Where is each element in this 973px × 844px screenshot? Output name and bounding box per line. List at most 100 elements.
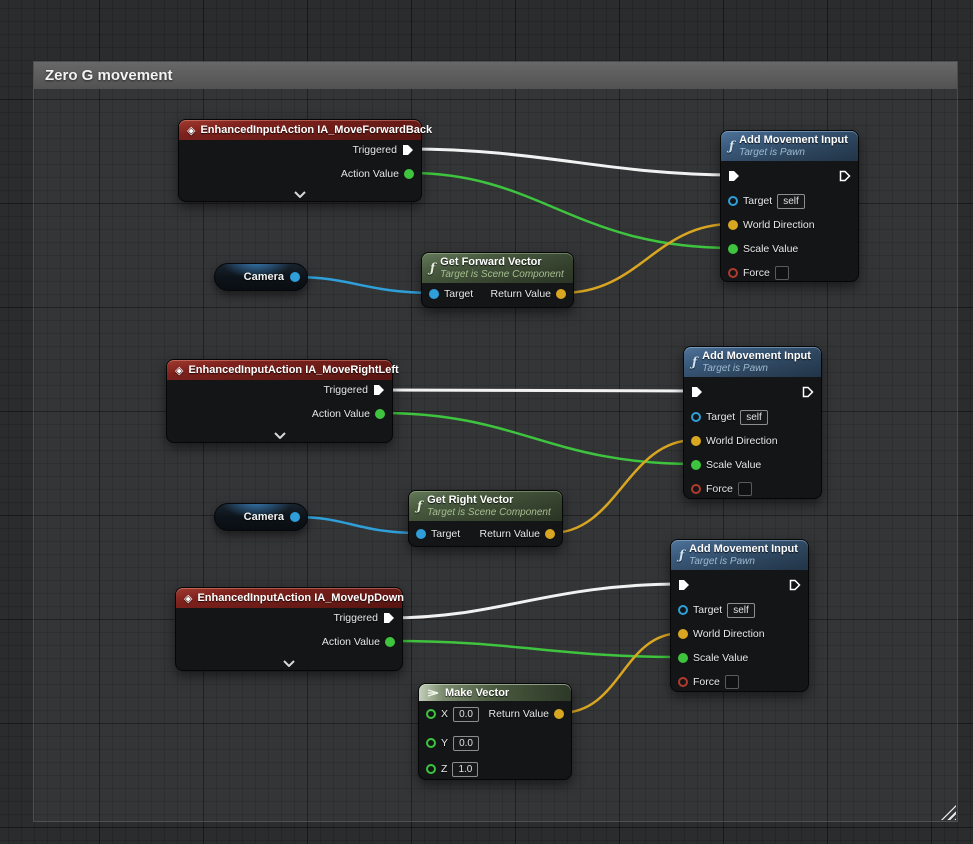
action-value-pin[interactable] xyxy=(404,169,414,179)
z-input-pin[interactable] xyxy=(426,764,436,774)
node-title: Add Movement Input xyxy=(739,133,848,146)
force-checkbox[interactable] xyxy=(724,675,739,689)
pin-label-scale-value: Scale Value xyxy=(743,243,799,255)
target-pin[interactable] xyxy=(691,412,701,422)
node-add-movement-input-1[interactable]: ƒ Add Movement Input Target is Pawn Targ… xyxy=(720,130,859,282)
node-add-movement-input-3[interactable]: ƒ Add Movement Input Target is Pawn Targ… xyxy=(670,539,809,692)
target-pin[interactable] xyxy=(416,529,426,539)
camera-output-pin[interactable] xyxy=(290,272,300,282)
input-event-icon: ◈ xyxy=(175,364,184,377)
function-icon: ƒ xyxy=(729,138,735,153)
scale-value-pin[interactable] xyxy=(691,460,701,470)
pin-label-triggered: Triggered xyxy=(323,384,368,396)
pin-label-target: Target xyxy=(693,604,723,616)
pin-label-return-value: Return Value xyxy=(490,288,551,300)
target-self-field[interactable]: self xyxy=(777,193,805,209)
comment-resize-handle[interactable] xyxy=(941,805,956,820)
force-checkbox[interactable] xyxy=(737,482,752,496)
node-input-action-moveforwardback[interactable]: ◈ EnhancedInputAction IA_MoveForwardBack… xyxy=(178,119,432,202)
node-input-action-moveupdown[interactable]: ◈ EnhancedInputAction IA_MoveUpDown Trig… xyxy=(175,587,404,671)
target-self-field[interactable]: self xyxy=(727,602,755,618)
pin-label-scale-value: Scale Value xyxy=(706,459,762,471)
exec-input-pin[interactable] xyxy=(728,170,740,182)
node-title: Add Movement Input xyxy=(702,349,811,362)
function-icon: ƒ xyxy=(692,354,698,369)
node-title: Get Forward Vector xyxy=(440,255,542,268)
action-value-pin[interactable] xyxy=(375,409,385,419)
input-event-icon: ◈ xyxy=(187,124,196,137)
node-subtitle: Target is Pawn xyxy=(739,146,805,158)
pin-label-target: Target xyxy=(431,528,461,540)
pin-label-force: Force xyxy=(706,483,733,495)
force-checkbox[interactable] xyxy=(774,266,789,280)
node-header[interactable]: ◈ EnhancedInputAction IA_MoveForwardBack xyxy=(179,120,432,140)
exec-output-pin[interactable] xyxy=(839,170,851,182)
pin-label-triggered: Triggered xyxy=(352,144,397,156)
action-value-pin[interactable] xyxy=(385,637,395,647)
node-add-movement-input-2[interactable]: ƒ Add Movement Input Target is Pawn Targ… xyxy=(683,346,822,499)
node-title: Add Movement Input xyxy=(689,542,798,555)
exec-output-pin[interactable] xyxy=(383,612,395,624)
world-direction-pin[interactable] xyxy=(691,436,701,446)
pin-label-force: Force xyxy=(693,676,720,688)
node-header[interactable]: Make Vector xyxy=(419,684,571,701)
scale-value-pin[interactable] xyxy=(678,653,688,663)
x-value-field[interactable]: 0.0 xyxy=(453,706,480,722)
force-pin[interactable] xyxy=(728,268,738,278)
node-subtitle: Target is Pawn xyxy=(702,362,768,374)
chevron-down-icon[interactable] xyxy=(283,660,295,667)
pin-label-action-value: Action Value xyxy=(340,168,399,180)
node-subtitle: Target is Scene Component xyxy=(440,268,564,280)
force-pin[interactable] xyxy=(691,484,701,494)
function-icon: ƒ xyxy=(679,547,685,562)
x-input-pin[interactable] xyxy=(426,709,436,719)
scale-value-pin[interactable] xyxy=(728,244,738,254)
node-make-vector[interactable]: Make Vector X 0.0 Y 0.0 Z 1.0 Return Val… xyxy=(418,683,572,780)
node-camera-variable-2[interactable]: Camera xyxy=(214,503,308,531)
exec-input-pin[interactable] xyxy=(678,579,690,591)
node-title: EnhancedInputAction IA_MoveForwardBack xyxy=(200,124,433,136)
target-self-field[interactable]: self xyxy=(740,409,768,425)
pin-label-scale-value: Scale Value xyxy=(693,652,749,664)
exec-output-pin[interactable] xyxy=(802,386,814,398)
world-direction-pin[interactable] xyxy=(728,220,738,230)
world-direction-pin[interactable] xyxy=(678,629,688,639)
pin-label-world-direction: World Direction xyxy=(706,435,778,447)
node-header[interactable]: ƒ Add Movement Input Target is Pawn xyxy=(671,540,808,570)
return-value-pin[interactable] xyxy=(556,289,566,299)
node-header[interactable]: ƒ Get Right Vector Target is Scene Compo… xyxy=(409,491,562,521)
node-header[interactable]: ◈ EnhancedInputAction IA_MoveRightLeft xyxy=(167,360,399,380)
exec-output-pin[interactable] xyxy=(373,384,385,396)
node-get-forward-vector[interactable]: ƒ Get Forward Vector Target is Scene Com… xyxy=(421,252,574,308)
y-value-field[interactable]: 0.0 xyxy=(453,735,480,751)
target-pin[interactable] xyxy=(728,196,738,206)
pin-label-z: Z xyxy=(441,763,448,775)
force-pin[interactable] xyxy=(678,677,688,687)
node-header[interactable]: ◈ EnhancedInputAction IA_MoveUpDown xyxy=(176,588,404,608)
node-camera-variable-1[interactable]: Camera xyxy=(214,263,308,291)
make-struct-icon xyxy=(427,688,439,697)
node-input-action-moverightleft[interactable]: ◈ EnhancedInputAction IA_MoveRightLeft T… xyxy=(166,359,399,443)
exec-output-pin[interactable] xyxy=(402,144,414,156)
node-get-right-vector[interactable]: ƒ Get Right Vector Target is Scene Compo… xyxy=(408,490,563,547)
comment-header[interactable]: Zero G movement xyxy=(34,62,957,89)
node-header[interactable]: ƒ Get Forward Vector Target is Scene Com… xyxy=(422,253,573,283)
z-value-field[interactable]: 1.0 xyxy=(452,761,479,777)
return-value-pin[interactable] xyxy=(554,709,564,719)
node-subtitle: Target is Scene Component xyxy=(427,506,551,518)
function-icon: ƒ xyxy=(417,498,423,513)
target-pin[interactable] xyxy=(678,605,688,615)
pin-label-target: Target xyxy=(743,195,773,207)
camera-output-pin[interactable] xyxy=(290,512,300,522)
node-header[interactable]: ƒ Add Movement Input Target is Pawn xyxy=(684,347,821,377)
node-header[interactable]: ƒ Add Movement Input Target is Pawn xyxy=(721,131,858,161)
chevron-down-icon[interactable] xyxy=(294,191,306,198)
return-value-pin[interactable] xyxy=(545,529,555,539)
y-input-pin[interactable] xyxy=(426,738,436,748)
chevron-down-icon[interactable] xyxy=(273,432,286,439)
function-icon: ƒ xyxy=(430,260,436,275)
target-pin[interactable] xyxy=(429,289,439,299)
exec-output-pin[interactable] xyxy=(789,579,801,591)
exec-input-pin[interactable] xyxy=(691,386,703,398)
